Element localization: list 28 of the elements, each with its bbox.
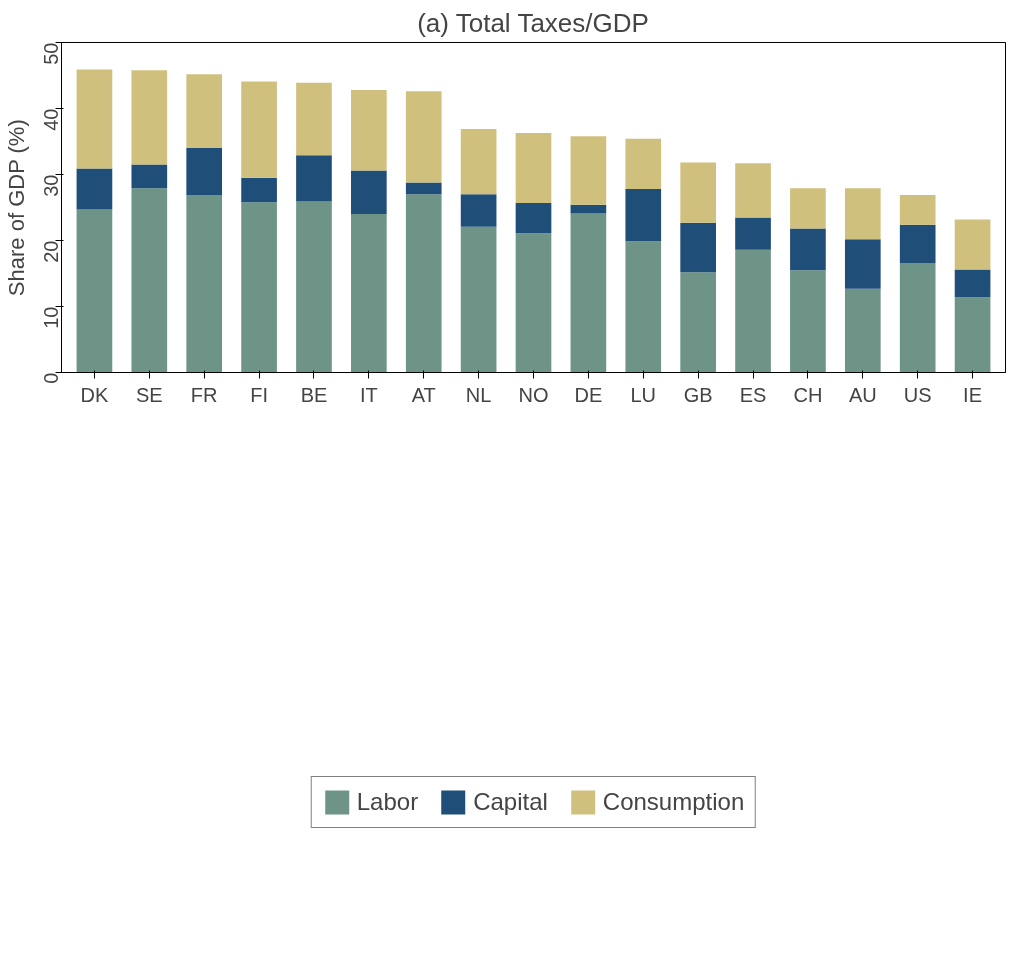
y-tick-label: 40 (39, 108, 62, 131)
y-tick-label: 10 (39, 306, 62, 329)
x-tick-label: IE (963, 383, 983, 406)
y-tick-label: 50 (39, 42, 62, 65)
legend-label: Labor (356, 787, 419, 816)
y-tick-label: 20 (39, 240, 62, 263)
x-tick-label: US (903, 383, 932, 406)
x-tick-label: FI (250, 383, 268, 406)
y-tick-label: 30 (39, 174, 62, 197)
x-tick-label: NO (518, 383, 549, 406)
x-tick-label: NL (465, 383, 492, 406)
x-tick-label: BE (300, 383, 328, 406)
x-tick-label: ES (739, 383, 767, 406)
legend-label: Capital (473, 787, 548, 816)
x-tick-label: CH (793, 383, 823, 406)
y-tick-label: 0 (39, 372, 62, 384)
y-axis-title: Share of GDP (%) (3, 119, 29, 297)
x-tick-label: DK (80, 383, 109, 406)
x-tick-label: LU (630, 383, 657, 406)
x-tick-label: AU (848, 383, 877, 406)
x-tick-label: AT (411, 383, 436, 406)
x-tick-label: SE (135, 383, 163, 406)
x-tick-label: DE (574, 383, 603, 406)
x-tick-label: FR (190, 383, 218, 406)
legend-label: Consumption (602, 787, 745, 816)
x-tick-label: GB (683, 383, 713, 406)
chart-title: (a) Total Taxes/GDP (417, 7, 649, 38)
x-tick-label: IT (359, 383, 378, 406)
